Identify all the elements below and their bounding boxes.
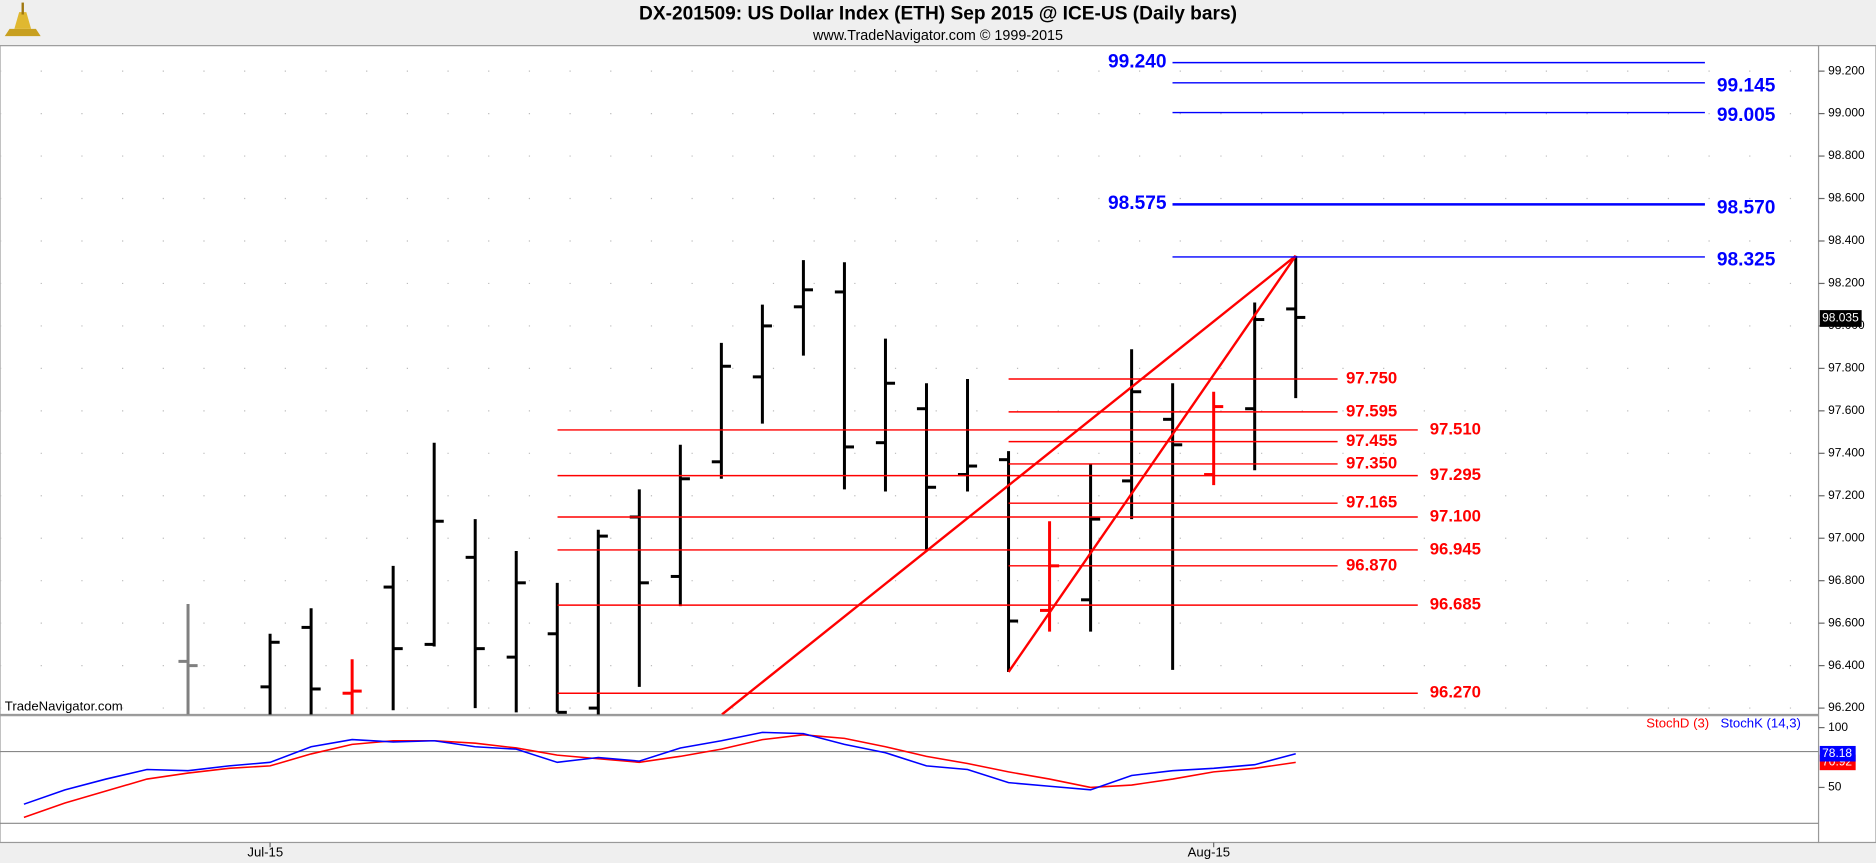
level-label: 96.270 xyxy=(1430,683,1481,702)
ohlc-bar xyxy=(301,608,321,715)
ohlc-bar xyxy=(1122,349,1142,520)
level-label: 97.595 xyxy=(1346,401,1397,420)
ohlc-bar xyxy=(383,565,403,711)
level-label: 98.325 xyxy=(1717,250,1776,271)
ohlc-bar xyxy=(465,519,485,709)
x-tick-label: Aug-15 xyxy=(1188,845,1230,860)
level-label: 97.510 xyxy=(1430,419,1481,438)
level-label: 97.100 xyxy=(1430,506,1481,525)
price-panel xyxy=(0,45,1820,716)
ohlc-bar xyxy=(424,442,444,647)
ohlc-bar xyxy=(178,604,198,715)
level-label: 97.295 xyxy=(1430,465,1481,484)
level-label: 97.350 xyxy=(1346,453,1397,472)
y-tick-label: 97.600 xyxy=(1828,403,1865,417)
ohlc-bar xyxy=(834,262,855,490)
ohlc-bar xyxy=(588,529,608,715)
ohlc-bar xyxy=(260,633,280,715)
level-label: 97.455 xyxy=(1346,431,1397,450)
ohlc-bar xyxy=(547,582,567,714)
last-price-tag xyxy=(1819,310,1862,327)
level-label: 97.165 xyxy=(1346,493,1397,512)
ohlc-bar xyxy=(1204,391,1224,486)
level-label: 99.145 xyxy=(1717,75,1776,96)
stoch-line xyxy=(23,731,1296,805)
y-tick-label: 96.200 xyxy=(1828,700,1865,714)
x-tick-label: Jul-15 xyxy=(247,845,283,860)
ohlc-bar xyxy=(916,383,937,551)
stoch-panel xyxy=(0,715,1820,844)
y-tick-label: 96.600 xyxy=(1828,615,1865,629)
level-label: 98.570 xyxy=(1717,198,1776,219)
y-tick-label: 99.200 xyxy=(1828,63,1865,77)
level-label: 99.005 xyxy=(1717,105,1776,126)
chart-subtitle: www.TradeNavigator.com © 1999-2015 xyxy=(812,28,1063,44)
y-tick-label: 96.400 xyxy=(1828,658,1865,672)
y-tick-label: 100 xyxy=(1828,720,1848,734)
ohlc-bar xyxy=(506,550,526,713)
y-tick-label: 98.400 xyxy=(1828,233,1865,247)
ohlc-bar xyxy=(998,451,1019,672)
y-tick-label: 98.600 xyxy=(1828,191,1865,205)
y-tick-label: 98.800 xyxy=(1828,148,1865,162)
trend-line xyxy=(721,254,1297,715)
ohlc-bar xyxy=(752,304,772,424)
chart-title: DX-201509: US Dollar Index (ETH) Sep 201… xyxy=(639,4,1237,25)
y-tick-label: 50 xyxy=(1828,780,1842,794)
legend-entry: StochD (3) xyxy=(1646,715,1709,730)
ohlc-bar xyxy=(1163,383,1183,670)
level-label: 96.870 xyxy=(1346,555,1397,574)
level-label: 98.575 xyxy=(1108,193,1167,214)
level-label: 97.750 xyxy=(1346,368,1397,387)
ohlc-bar xyxy=(1081,463,1101,632)
logo xyxy=(4,2,41,37)
last-price-label: 98.035 xyxy=(1822,311,1859,325)
right-axis xyxy=(1817,45,1876,844)
y-tick-label: 97.200 xyxy=(1828,488,1865,502)
y-tick-label: 97.000 xyxy=(1828,530,1865,544)
level-label: 96.945 xyxy=(1430,539,1481,558)
y-tick-label: 96.800 xyxy=(1828,573,1865,587)
ohlc-bar xyxy=(793,260,813,356)
watermark: TradeNavigator.com xyxy=(5,699,123,714)
ohlc-bar xyxy=(342,659,362,715)
level-label: 99.240 xyxy=(1108,52,1167,73)
ohlc-bar xyxy=(711,342,731,479)
ohlc-bar xyxy=(957,378,978,492)
y-tick-label: 98.200 xyxy=(1828,276,1865,290)
ohlc-bar xyxy=(670,444,690,607)
legend-entry: StochK (14,3) xyxy=(1720,715,1800,730)
last-value-tag xyxy=(1819,745,1856,762)
last-value-label: 78.18 xyxy=(1822,746,1852,760)
y-tick-label: 99.000 xyxy=(1828,106,1865,120)
ohlc-bar xyxy=(875,338,896,492)
level-label: 96.685 xyxy=(1430,595,1481,614)
y-tick-label: 97.800 xyxy=(1828,361,1865,375)
stoch-line xyxy=(23,734,1296,819)
ohlc-bar xyxy=(1286,255,1306,399)
y-tick-label: 97.400 xyxy=(1828,445,1865,459)
